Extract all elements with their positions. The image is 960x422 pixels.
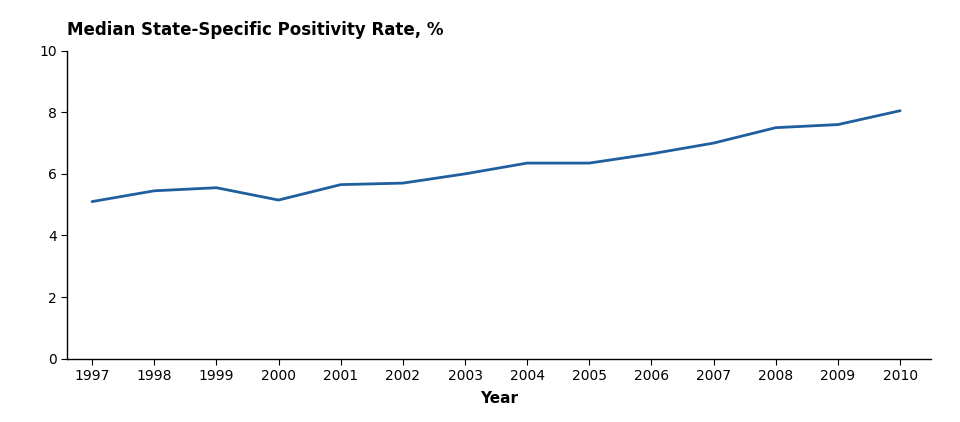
Text: Median State-Specific Positivity Rate, %: Median State-Specific Positivity Rate, %	[67, 21, 444, 39]
X-axis label: Year: Year	[480, 392, 518, 406]
